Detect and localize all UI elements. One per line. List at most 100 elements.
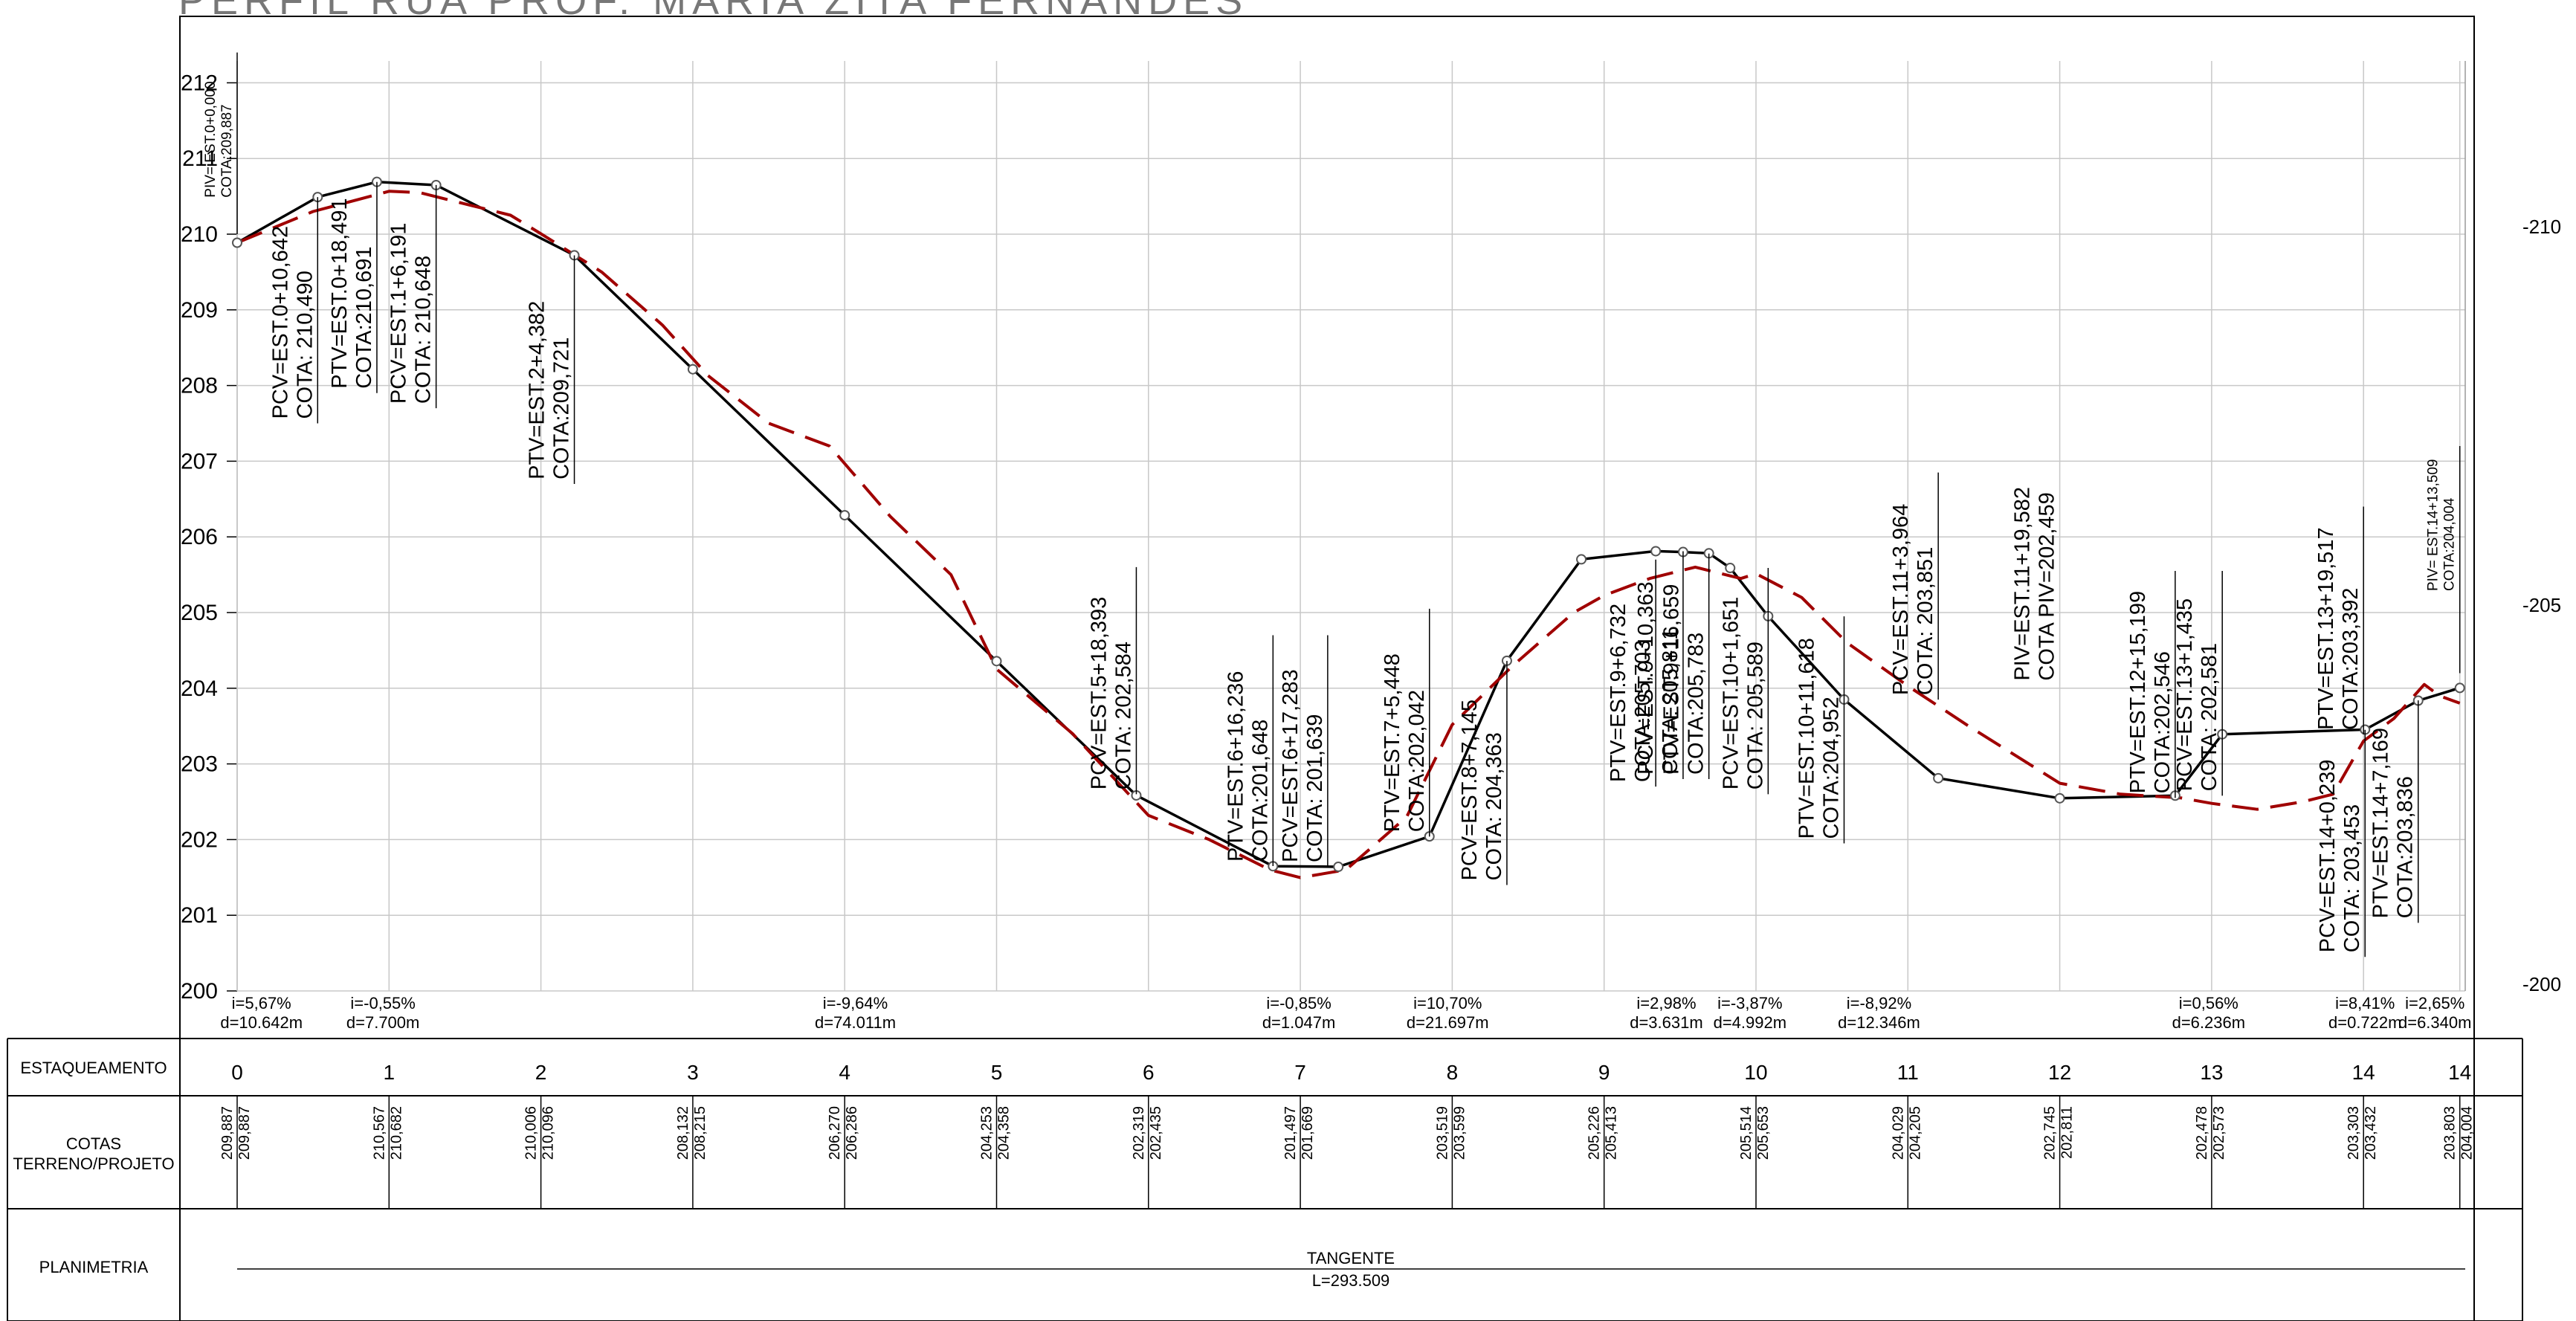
station-label: 0 — [231, 1061, 243, 1084]
row-label-planimetria: PLANIMETRIA — [39, 1258, 149, 1276]
profile-vertex-marker — [991, 656, 1002, 667]
y-tick-label: 208 — [181, 374, 218, 398]
annotation-label: PCV=EST.8+7,145 — [1458, 700, 1482, 880]
profile-vertex-marker — [2054, 792, 2065, 804]
y-tick-label: 211 — [182, 146, 218, 171]
annotation-label: PCV=EST.0+10,642 — [268, 226, 292, 419]
grade-percent-label: i=-0,55% — [350, 994, 415, 1012]
row-label-cotas-line1: COTAS — [66, 1134, 121, 1153]
cota-projeto-value: 202,811 — [2059, 1106, 2076, 1159]
grade-distance-label: d=10.642m — [220, 1013, 303, 1032]
station-label: 12 — [2048, 1061, 2071, 1084]
station-label: 11 — [1897, 1061, 1919, 1084]
cota-projeto-value: 202,435 — [1148, 1106, 1164, 1160]
y-tick-label: 210 — [181, 222, 218, 247]
annotation-label: COTA:202,546 — [2151, 651, 2175, 793]
annotation-label: PTV=EST.9+16,659 — [1660, 584, 1684, 775]
grade-distance-label: d=12.346m — [1838, 1013, 1920, 1032]
profile-vertex-marker — [2454, 682, 2465, 694]
planimetria-tangent-label: TANGENTE — [1307, 1249, 1395, 1267]
annotation-label: PTV=EST.10+11,618 — [1795, 638, 1819, 839]
cota-terreno-value: 206,270 — [827, 1106, 843, 1160]
station-label: 3 — [687, 1061, 699, 1084]
annotation-label: COTA: 202,584 — [1112, 642, 1136, 789]
cota-projeto-value: 205,413 — [1604, 1106, 1620, 1160]
frame-layer: ESTAQUEAMENTO COTAS TERRENO/PROJETO PLAN… — [7, 16, 2561, 1321]
cota-projeto-value: 204,358 — [996, 1106, 1013, 1160]
station-label: 9 — [1598, 1061, 1610, 1084]
annotation-label: COTA: 202,581 — [2198, 643, 2221, 791]
y-tick-label: 209 — [181, 298, 218, 323]
annotation-label: PCV=EST.5+18,393 — [1088, 597, 1111, 790]
annotation-label: COTA: 204,363 — [1482, 732, 1506, 880]
annotation-label: COTA: 203,851 — [1914, 547, 1937, 695]
cota-terreno-value: 202,319 — [1131, 1106, 1147, 1160]
cota-terreno-value: 203,803 — [2442, 1106, 2459, 1160]
cota-projeto-value: 204,004 — [2459, 1106, 2476, 1160]
planimetria-length-label: L=293.509 — [1312, 1271, 1390, 1290]
grid-layer: 200 201 202 203 204 205 206 207 208 209 210 211 212 i… — [181, 61, 2471, 1032]
drawing-frame — [179, 16, 2475, 1321]
cota-terreno-value: 210,006 — [523, 1106, 540, 1160]
annotation-label: PCV=EST.13+1,435 — [2173, 598, 2197, 792]
annotation-label: PCV=EST.9+10,363 — [1634, 581, 1658, 775]
annotation-label: COTA:205,703 — [1631, 640, 1655, 782]
grade-percent-label: i=-9,64% — [823, 994, 888, 1012]
annotation-label: COTA:203,836 — [2394, 776, 2418, 918]
station-label: 4 — [839, 1061, 850, 1084]
grade-percent-label: i=0,56% — [2179, 994, 2238, 1012]
cota-projeto-value: 209,887 — [236, 1106, 253, 1160]
right-axis-label-210: -210 — [2522, 216, 2561, 238]
profile-vertex-marker — [1333, 862, 1344, 873]
annotation-label: COTA: 203,453 — [2340, 804, 2364, 952]
cota-projeto-value: 208,215 — [692, 1106, 708, 1160]
station-label: 2 — [535, 1061, 547, 1084]
cota-terreno-value: 205,514 — [1738, 1106, 1755, 1160]
annotation-label: PTV=EST.6+16,236 — [1224, 671, 1247, 862]
grade-percent-label: i=-8,92% — [1847, 994, 1911, 1012]
annotation-label: COTA: 210,648 — [412, 256, 436, 404]
annotation-label: COTA:210,691 — [352, 247, 376, 389]
station-label: 7 — [1294, 1061, 1306, 1084]
cota-terreno-value: 209,887 — [219, 1106, 236, 1160]
profile-vertex-marker — [1576, 554, 1587, 565]
y-tick-label: 201 — [181, 903, 218, 928]
cota-projeto-value: 206,286 — [844, 1106, 860, 1160]
y-tick-label: 206 — [181, 525, 218, 549]
cota-terreno-value: 203,303 — [2346, 1106, 2362, 1160]
annotation-label: PCV=EST.14+0,239 — [2316, 760, 2340, 953]
station-label: 14 — [2448, 1061, 2471, 1084]
profile-vertex-marker — [232, 237, 242, 248]
grade-percent-label: i=-3,87% — [1717, 994, 1782, 1012]
annotation-label: COTA PIV=202,459 — [2036, 492, 2059, 680]
cota-terreno-value: 210,567 — [371, 1106, 387, 1160]
y-tick-label: 203 — [181, 752, 218, 777]
grade-distance-label: d=3.631m — [1630, 1013, 1702, 1032]
profile-vertex-marker — [1650, 546, 1662, 557]
annotation-label: PTV=EST.9+6,732 — [1607, 604, 1630, 782]
annotation-label: COTA:203,392 — [2339, 588, 2363, 730]
station-label: 10 — [1744, 1061, 1767, 1084]
table-layer: 0 209,887 209,887 1 210,567 210,682 2 210,006 21… — [219, 1061, 2476, 1209]
annotation-label: PCV=EST.11+3,964 — [1889, 504, 1913, 695]
grade-distance-label: d=4.992m — [1714, 1013, 1786, 1032]
grade-distance-label: d=74.011m — [815, 1013, 896, 1032]
cota-projeto-value: 204,205 — [1907, 1106, 1923, 1160]
cota-terreno-value: 204,253 — [979, 1106, 995, 1160]
grade-percent-label: i=2,65% — [2405, 994, 2464, 1012]
annotation-label: COTA: 201,639 — [1303, 714, 1327, 862]
annotation-label: COTA:202,042 — [1405, 690, 1429, 832]
annotation-layer: PIV= EST.0+0,000 COTA:209,887 PCV=EST.0+10… — [203, 52, 2461, 957]
cota-terreno-value: 202,478 — [2194, 1106, 2210, 1160]
annotation-label: COTA:209,887 — [219, 104, 235, 197]
grade-percent-label: i=-0,85% — [1266, 994, 1331, 1012]
grade-percent-label: i=10,70% — [1413, 994, 1482, 1012]
annotation-label: COTA:209,721 — [550, 337, 574, 479]
station-label: 13 — [2200, 1061, 2223, 1084]
annotation-label: COTA:204,004 — [2442, 497, 2458, 591]
annotation-label: PTV=EST.12+15,199 — [2126, 591, 2150, 793]
annotation-label: PCV=EST.10+1,651 — [1719, 597, 1743, 790]
annotation-label: COTA: 205,811 — [1659, 628, 1682, 775]
grade-distance-label: d=0.722m — [2328, 1013, 2401, 1032]
